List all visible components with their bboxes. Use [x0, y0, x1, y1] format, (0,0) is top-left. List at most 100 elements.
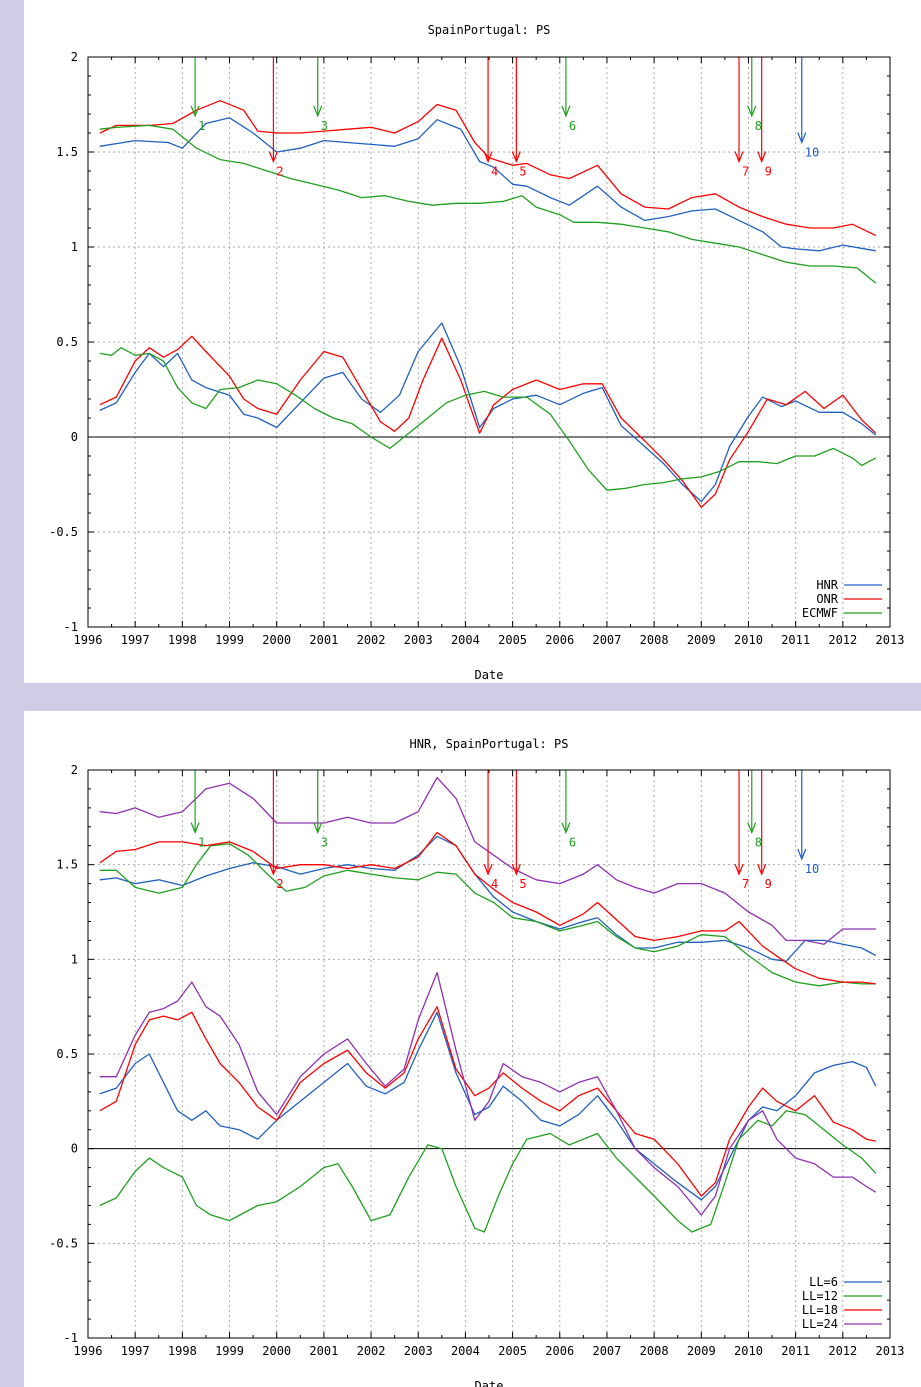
c0-xtick-label-2004: 2004 — [451, 633, 480, 647]
c0-ytick-label-0.5: 0.5 — [56, 335, 78, 349]
c0-series-2-points — [99, 124, 877, 284]
c1-xtick-label-2006: 2006 — [545, 1344, 574, 1358]
c1-legend-label-1: LL=12 — [802, 1289, 838, 1303]
c1-legend-label-0: LL=6 — [809, 1275, 838, 1289]
c1-event-arrowhead-10 — [797, 848, 807, 861]
c1-xtick-label-2007: 2007 — [592, 1344, 621, 1358]
c0-event-arrowhead-1 — [190, 105, 200, 118]
c0-legend-label-0: HNR — [816, 578, 838, 592]
c0-event-label-8: 8 — [755, 119, 762, 133]
c1-xtick-label-2013: 2013 — [876, 1344, 905, 1358]
c1-ytick-label-1.5: 1.5 — [56, 858, 78, 872]
c1-series-1-points — [99, 843, 876, 987]
c0-series-2-lower — [99, 347, 877, 491]
c0-xlabel: Date — [475, 668, 504, 682]
c0-ytick-label-2: 2 — [71, 50, 78, 64]
c1-xlabel: Date — [475, 1379, 504, 1387]
c0-series-1-points — [99, 100, 877, 237]
c1-xtick-label-2005: 2005 — [498, 1344, 527, 1358]
c0-xtick-label-2000: 2000 — [262, 633, 291, 647]
c1-xtick-label-2008: 2008 — [640, 1344, 669, 1358]
c1-event-label-4: 4 — [491, 877, 498, 891]
c1-xtick-label-2004: 2004 — [451, 1344, 480, 1358]
c1-series-3-points — [99, 776, 876, 945]
c1-xtick-label-1998: 1998 — [168, 1344, 197, 1358]
c0-xtick-label-1998: 1998 — [168, 633, 197, 647]
c1-series-0-lower — [99, 1011, 877, 1201]
c0-event-arrowhead-6 — [561, 105, 571, 118]
c0-series-1-lower — [99, 335, 877, 508]
c0-xtick-label-2009: 2009 — [687, 633, 716, 647]
c0-event-label-1: 1 — [198, 119, 205, 133]
c0-xtick-label-2003: 2003 — [404, 633, 433, 647]
c1-xtick-label-1996: 1996 — [74, 1344, 103, 1358]
c1-xtick-label-1997: 1997 — [121, 1344, 150, 1358]
c1-legend-label-2: LL=18 — [802, 1303, 838, 1317]
c1-event-label-5: 5 — [519, 877, 526, 891]
c1-legend-label-3: LL=24 — [802, 1317, 838, 1331]
c0-event-arrowhead-7 — [734, 151, 744, 164]
c1-event-arrowhead-2 — [268, 863, 278, 876]
c1-event-label-9: 9 — [765, 877, 772, 891]
c1-event-arrowhead-3 — [313, 822, 323, 835]
c1-event-arrowhead-6 — [561, 822, 571, 835]
c1-ytick-label-0.5: 0.5 — [56, 1047, 78, 1061]
c1-event-label-7: 7 — [742, 877, 749, 891]
c0-title: SpainPortugal: PS — [428, 23, 551, 37]
c1-event-label-1: 1 — [198, 835, 205, 849]
c1-event-label-2: 2 — [276, 877, 283, 891]
c1-xtick-label-2001: 2001 — [309, 1344, 338, 1358]
c0-event-label-6: 6 — [569, 119, 576, 133]
c0-xtick-label-1997: 1997 — [121, 633, 150, 647]
c0-series-0-lower — [99, 322, 877, 503]
c0-ytick-label-1.5: 1.5 — [56, 145, 78, 159]
c1-event-label-10: 10 — [805, 862, 819, 876]
c0-xtick-label-2012: 2012 — [828, 633, 857, 647]
c0-plot-frame — [87, 56, 891, 628]
c0-event-arrowhead-3 — [313, 105, 323, 118]
c0-event-arrowhead-9 — [757, 151, 767, 164]
c0-ytick-label--0.5: -0.5 — [49, 525, 78, 539]
c0-event-label-4: 4 — [491, 165, 498, 179]
c1-xtick-label-2009: 2009 — [687, 1344, 716, 1358]
c0-event-arrowhead-4 — [483, 151, 493, 164]
c1-title: HNR, SpainPortugal: PS — [410, 737, 569, 751]
c1-xtick-label-2011: 2011 — [781, 1344, 810, 1358]
c0-ytick-label-0: 0 — [71, 430, 78, 444]
c0-xtick-label-2007: 2007 — [592, 633, 621, 647]
c0-event-label-5: 5 — [519, 165, 526, 179]
c1-event-arrowhead-1 — [190, 822, 200, 835]
c0-xtick-label-1996: 1996 — [74, 633, 103, 647]
c1-event-arrowhead-5 — [511, 863, 521, 876]
c0-xtick-label-1999: 1999 — [215, 633, 244, 647]
c1-xtick-label-2000: 2000 — [262, 1344, 291, 1358]
c1-ytick-label-0: 0 — [71, 1142, 78, 1156]
c1-series-0-points — [99, 835, 877, 962]
c0-series-0-points — [99, 117, 876, 252]
c0-xtick-label-2013: 2013 — [876, 633, 905, 647]
c0-event-label-2: 2 — [276, 165, 283, 179]
c0-xtick-label-2005: 2005 — [498, 633, 527, 647]
c1-ytick-label-1: 1 — [71, 952, 78, 966]
c0-xtick-label-2010: 2010 — [734, 633, 763, 647]
c1-xtick-label-2010: 2010 — [734, 1344, 763, 1358]
c1-ytick-label-2: 2 — [71, 763, 78, 777]
c0-event-label-10: 10 — [805, 146, 819, 160]
c1-ytick-label--0.5: -0.5 — [49, 1236, 78, 1250]
chart-panel-1: SpainPortugal: PS 1996 1997 1998 1999 2000 200… — [24, 0, 921, 683]
chart-panel-2: HNR, SpainPortugal: PS 1996 1997 1998 1999 20… — [24, 711, 921, 1387]
c0-event-arrowhead-8 — [747, 105, 757, 118]
c1-series-2-lower — [99, 1006, 876, 1197]
c0-event-arrowhead-5 — [511, 151, 521, 164]
c0-legend-label-1: ONR — [816, 592, 838, 606]
c1-xtick-label-1999: 1999 — [215, 1344, 244, 1358]
c0-xtick-label-2006: 2006 — [545, 633, 574, 647]
c1-ytick-label--1: -1 — [64, 1331, 78, 1345]
c0-event-label-9: 9 — [765, 165, 772, 179]
c1-event-arrowhead-9 — [757, 863, 767, 876]
c1-series-3-lower — [99, 971, 877, 1216]
c0-ytick-label-1: 1 — [71, 240, 78, 254]
c0-event-label-7: 7 — [742, 165, 749, 179]
